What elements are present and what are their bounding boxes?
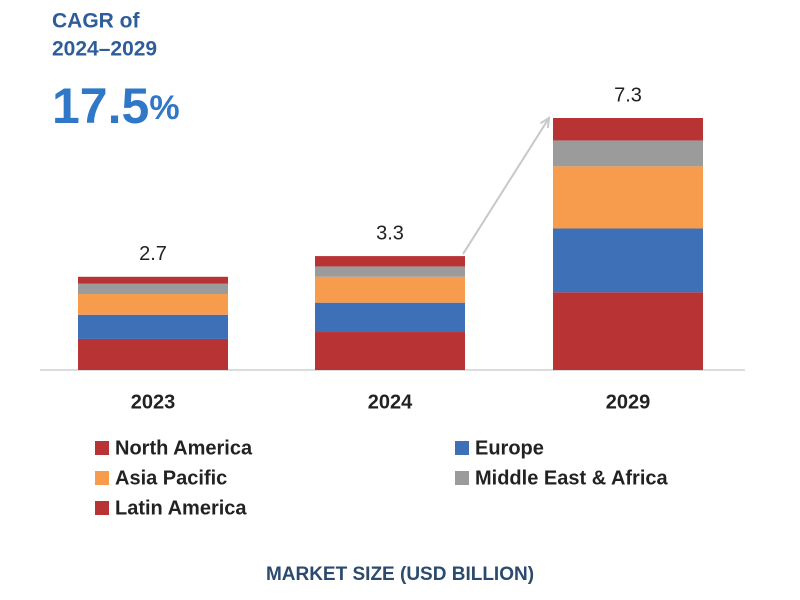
bar-segment [315, 332, 465, 370]
total-label: 2.7 [139, 243, 167, 265]
bar-segment [553, 166, 703, 229]
bar-segment [78, 294, 228, 315]
bar-segment [315, 266, 465, 277]
bar-segment [315, 276, 465, 303]
legend-label: Europe [475, 437, 544, 459]
cagr-value: 17.5% [52, 78, 180, 134]
bar-segment [78, 276, 228, 284]
legend-swatch [95, 501, 109, 515]
bar-segment [315, 302, 465, 333]
legend-swatch [455, 441, 469, 455]
cagr-unit: % [149, 89, 179, 127]
bar-segment [553, 292, 703, 370]
legend-label: Middle East & Africa [475, 467, 669, 489]
bar-segment [553, 228, 703, 293]
bar-segment [78, 314, 228, 339]
total-label: 7.3 [614, 84, 642, 106]
x-tick-label: 2029 [606, 391, 651, 413]
growth-arrow [462, 117, 550, 255]
legend-swatch [95, 471, 109, 485]
x-tick-label: 2024 [368, 391, 413, 413]
legend-label: Asia Pacific [115, 467, 227, 489]
cagr-title: CAGR of [52, 10, 140, 33]
total-label: 3.3 [376, 222, 404, 244]
cagr-period: 2024–2029 [52, 38, 157, 61]
bar-segment [553, 140, 703, 167]
legend-label: North America [115, 437, 253, 459]
bar-segment [315, 256, 465, 267]
bar-segment [78, 283, 228, 295]
legend-swatch [95, 441, 109, 455]
legend-swatch [455, 471, 469, 485]
arrow-head [539, 116, 551, 129]
x-tick-label: 2023 [131, 391, 176, 413]
cagr-number: 17.5 [52, 78, 149, 134]
bar-segment [553, 118, 703, 141]
x-axis-label: MARKET SIZE (USD BILLION) [266, 564, 534, 585]
legend-label: Latin America [115, 497, 247, 519]
bar-segment [78, 338, 228, 370]
